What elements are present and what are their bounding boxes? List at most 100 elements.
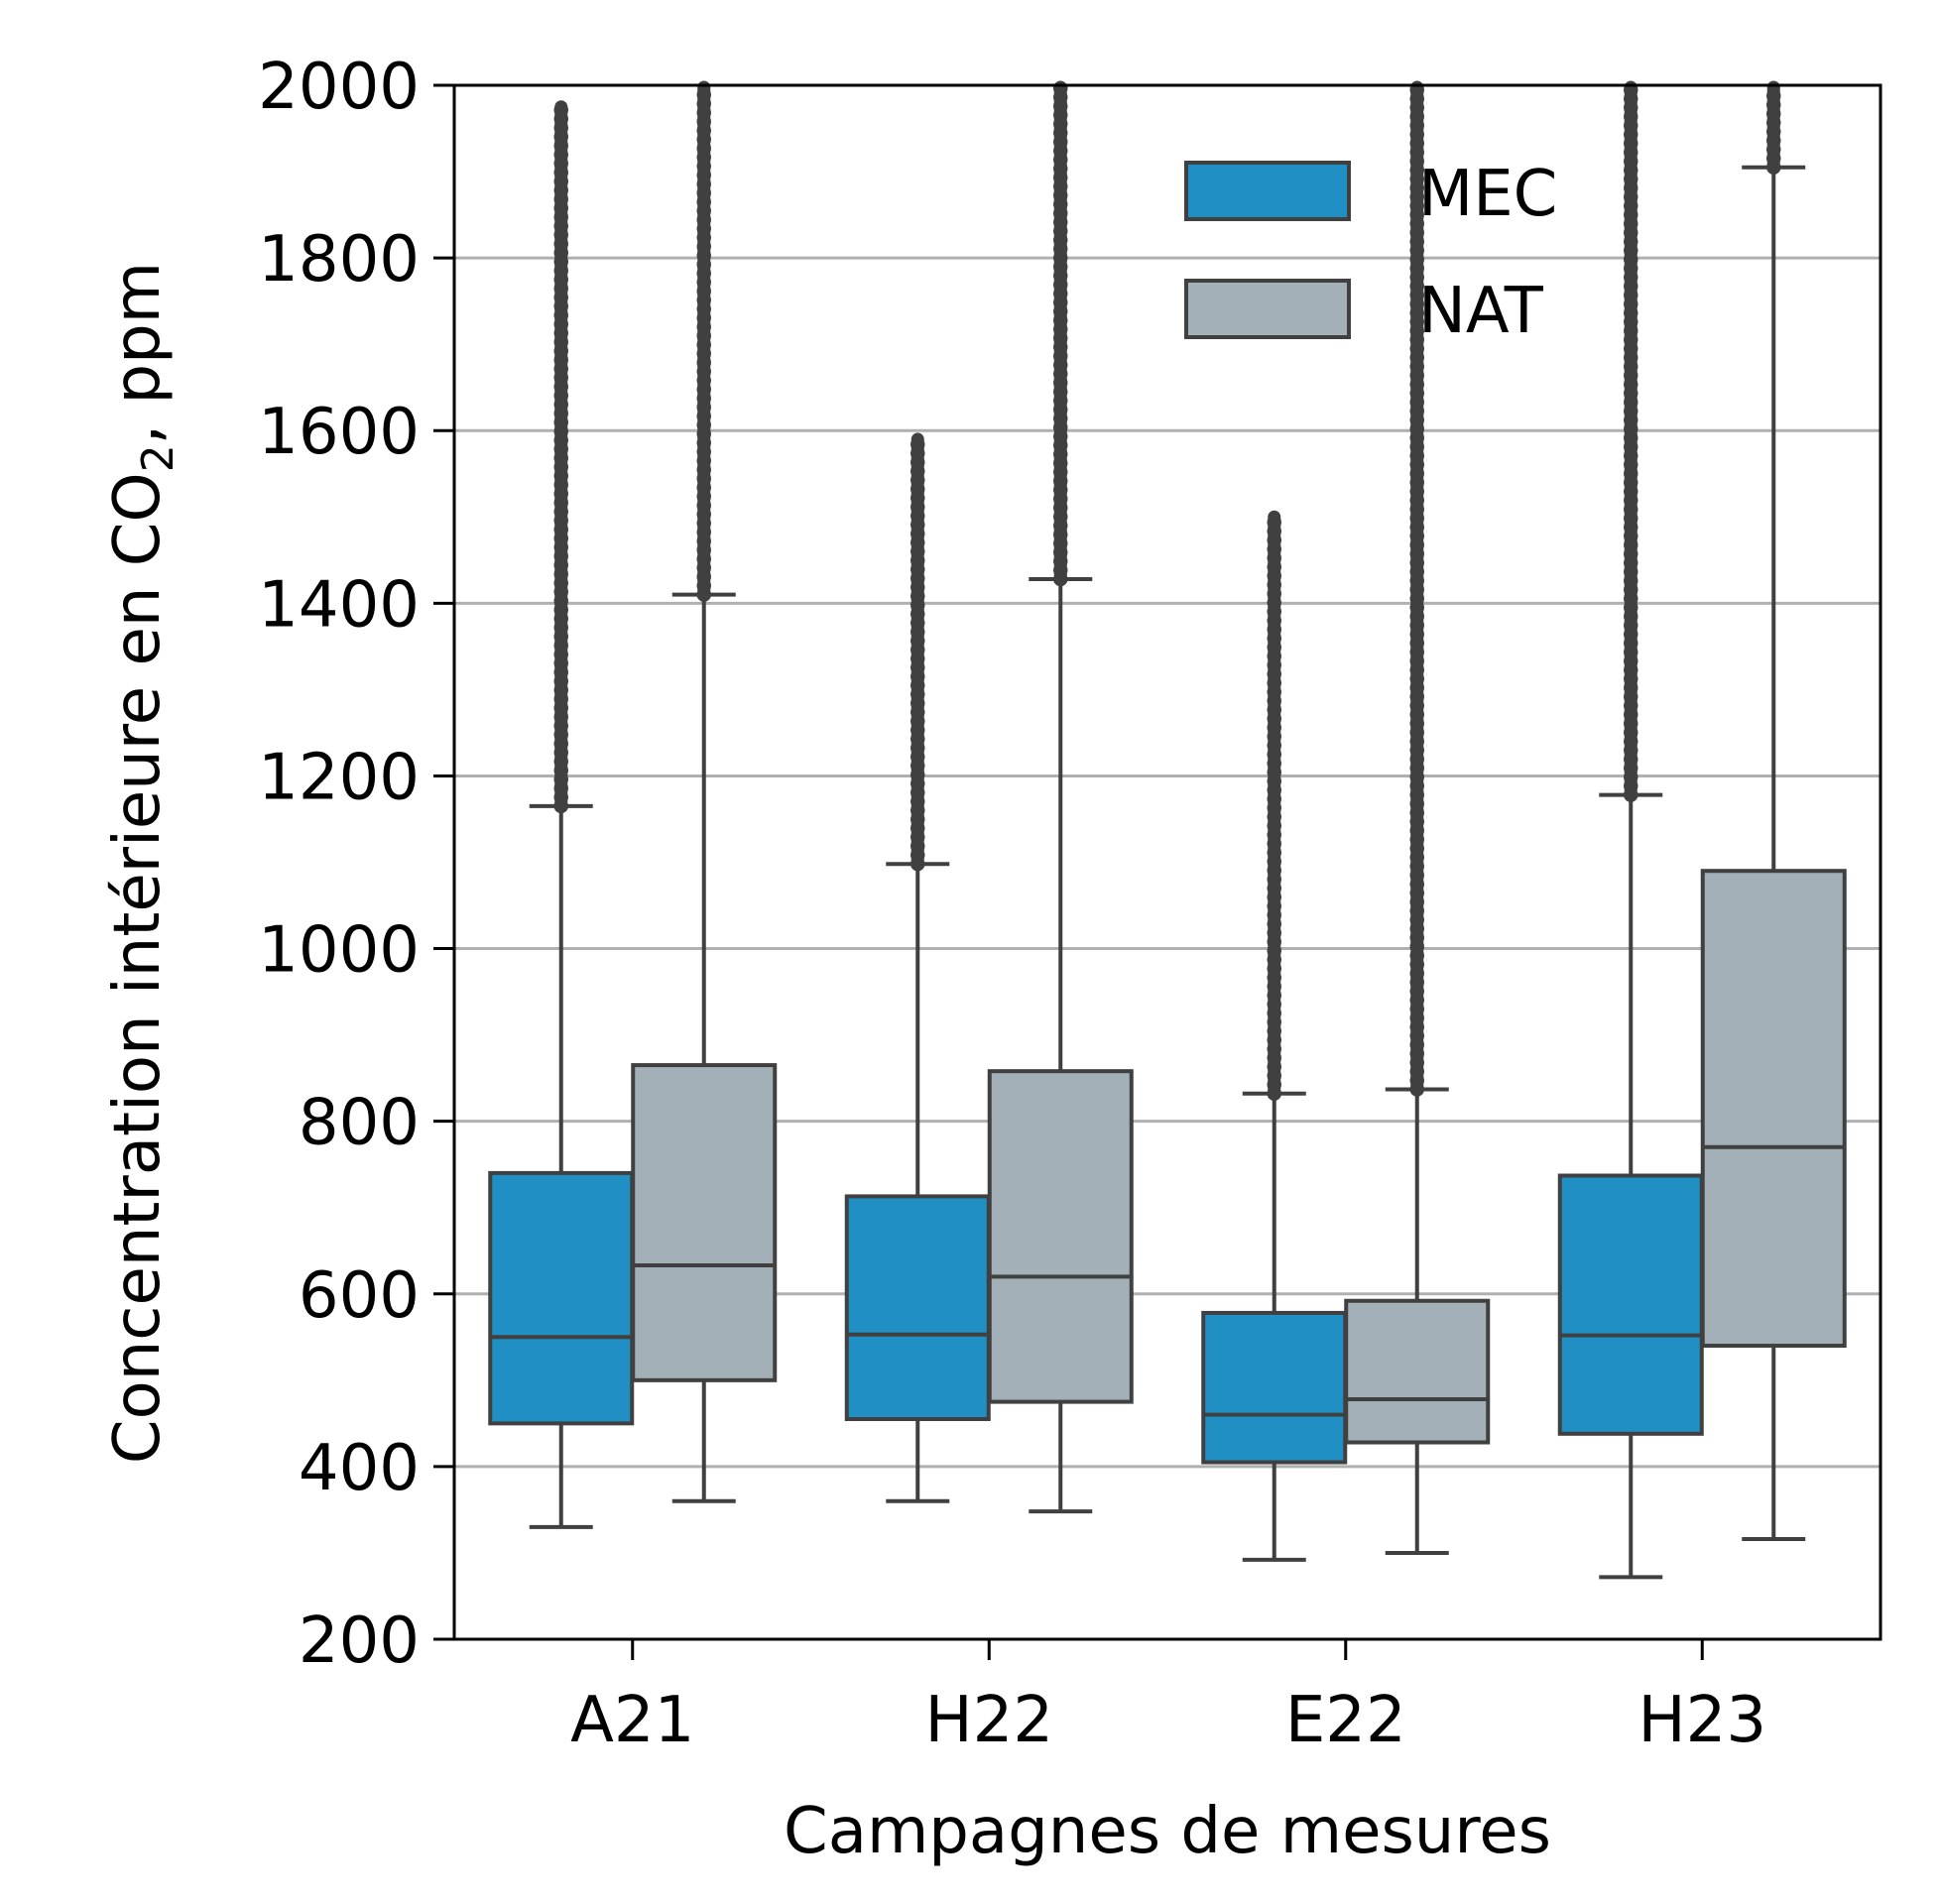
outlier-point — [1624, 305, 1638, 320]
outlier-point — [1053, 134, 1068, 150]
outlier-point — [1409, 323, 1424, 338]
outlier-point — [1267, 1014, 1281, 1030]
outlier-point — [696, 364, 711, 379]
outlier-point — [1624, 662, 1638, 677]
outlier-point — [910, 668, 925, 684]
outlier-point — [910, 767, 925, 782]
outlier-point — [1409, 207, 1424, 222]
outlier-point — [696, 453, 711, 468]
outlier-point — [1409, 546, 1424, 561]
outlier-point — [1409, 680, 1424, 695]
outlier-point — [1267, 577, 1281, 593]
outlier-point — [1267, 1032, 1281, 1048]
outlier-point — [1409, 297, 1424, 311]
outlier-point — [1624, 716, 1638, 731]
outlier-point — [553, 218, 568, 234]
outlier-point — [696, 141, 711, 156]
outlier-point — [553, 397, 568, 413]
outlier-point — [696, 168, 711, 182]
outlier-point — [1624, 252, 1638, 267]
outlier-point — [1624, 573, 1638, 588]
outlier-point — [1267, 916, 1281, 932]
y-tick-label: 1200 — [258, 741, 420, 814]
outlier-point — [1267, 1041, 1281, 1057]
outlier-point — [553, 388, 568, 404]
outlier-point — [910, 749, 925, 765]
outlier-point — [910, 597, 925, 613]
outlier-point — [1409, 404, 1424, 418]
outlier-point — [910, 543, 925, 559]
outlier-point — [553, 620, 568, 636]
outlier-point — [1053, 286, 1068, 301]
outlier-point — [1267, 622, 1281, 638]
outlier-point — [1053, 152, 1068, 168]
outlier-point — [1409, 234, 1424, 249]
outlier-point — [1053, 196, 1068, 212]
outlier-point — [1053, 125, 1068, 141]
outlier-point — [1267, 765, 1281, 780]
outlier-point — [1624, 475, 1638, 490]
outlier-point — [696, 150, 711, 165]
outlier-point — [1624, 636, 1638, 651]
outlier-point — [1409, 600, 1424, 615]
outlier-point — [696, 542, 711, 557]
outlier-point — [1766, 115, 1781, 130]
outlier-point — [1409, 948, 1424, 963]
outlier-point — [1624, 787, 1638, 802]
outlier-point — [1624, 761, 1638, 775]
outlier-point — [1624, 270, 1638, 285]
outlier-point — [910, 463, 925, 479]
outlier-point — [1624, 377, 1638, 392]
outlier-point — [1624, 323, 1638, 338]
outlier-point — [696, 507, 711, 522]
outlier-point — [1766, 151, 1781, 166]
x-tick-label: A21 — [570, 1684, 694, 1757]
outlier-point — [910, 624, 925, 640]
outlier-point — [1409, 823, 1424, 838]
outlier-point — [1267, 515, 1281, 531]
x-tick-label: H23 — [1638, 1684, 1766, 1757]
outlier-point — [1409, 368, 1424, 383]
outlier-point — [553, 468, 568, 484]
outlier-point — [1624, 341, 1638, 356]
outlier-point — [1624, 127, 1638, 142]
box-iqr — [1557, 1173, 1704, 1436]
legend-swatch-mec — [1184, 161, 1351, 221]
outlier-point — [910, 499, 925, 515]
outlier-point — [910, 490, 925, 506]
outlier-point — [1267, 791, 1281, 807]
outlier-point — [1053, 446, 1068, 462]
outlier-point — [1624, 350, 1638, 365]
outlier-point — [553, 415, 568, 430]
y-tick-label: 2000 — [258, 51, 420, 124]
outlier-point — [1624, 582, 1638, 597]
outlier-point — [1409, 770, 1424, 784]
outlier-point — [553, 307, 568, 323]
outlier-point — [696, 391, 711, 406]
outlier-point — [696, 382, 711, 397]
outlier-point — [1624, 421, 1638, 436]
outlier-point — [1267, 1077, 1281, 1093]
outlier-point — [696, 400, 711, 415]
outlier-point — [1267, 1006, 1281, 1021]
outlier-point — [696, 301, 711, 316]
outlier-point — [696, 159, 711, 174]
outlier-point — [1267, 988, 1281, 1004]
y-tick-label: 600 — [299, 1259, 420, 1333]
outlier-point — [696, 275, 711, 290]
outlier-point — [1053, 250, 1068, 266]
outlier-point — [553, 584, 568, 600]
outlier-point — [553, 423, 568, 439]
outlier-point — [553, 263, 568, 279]
outlier-point — [553, 102, 568, 118]
outlier-point — [1267, 782, 1281, 798]
outlier-point — [1053, 187, 1068, 203]
outlier-point — [1624, 466, 1638, 481]
outlier-point — [1053, 321, 1068, 337]
outlier-point — [1409, 752, 1424, 767]
outlier-point — [696, 462, 711, 477]
outlier-point — [1409, 761, 1424, 775]
outlier-point — [1409, 662, 1424, 677]
outlier-point — [1409, 466, 1424, 481]
outlier-point — [696, 480, 711, 495]
